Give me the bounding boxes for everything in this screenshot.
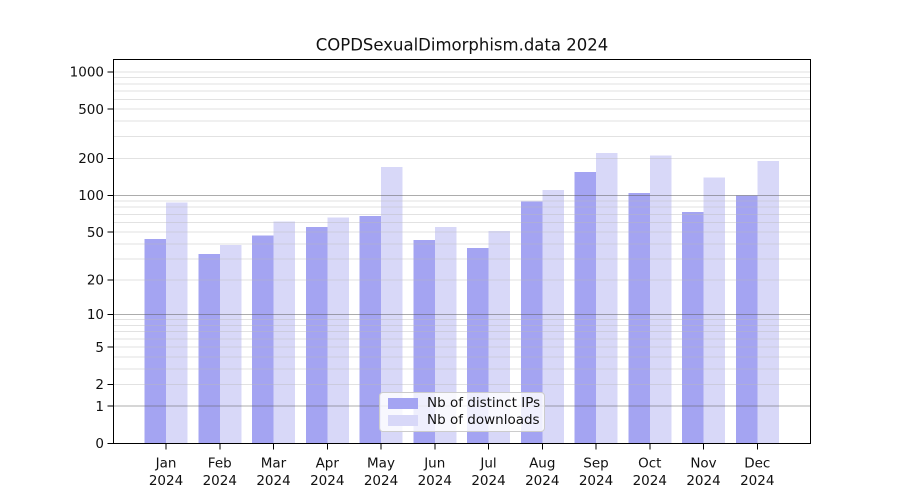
x-tick-label-month: Aug (529, 456, 555, 472)
x-tick-label-year: 2024 (310, 473, 344, 489)
legend-label-distinct-ips: Nb of distinct IPs (427, 394, 541, 411)
legend: Nb of distinct IPs Nb of downloads (379, 392, 545, 432)
bar-downloads (596, 153, 618, 444)
x-tick-label-month: Mar (261, 456, 287, 472)
bar-distinct-ips (735, 195, 758, 444)
x-tick-label-year: 2024 (203, 473, 237, 489)
legend-swatch-downloads (388, 415, 418, 426)
x-tick-label-year: 2024 (256, 473, 290, 489)
x-tick-label-month: Nov (690, 456, 716, 472)
bar-distinct-ips (198, 253, 220, 444)
plot-frame (113, 59, 811, 444)
x-tick-label-year: 2024 (740, 473, 774, 489)
bar-downloads (488, 231, 510, 444)
x-tick-label-month: Feb (208, 456, 232, 472)
x-tick-label-year: 2024 (364, 473, 398, 489)
bar-distinct-ips (682, 212, 704, 444)
x-tick-label-month: Oct (638, 456, 661, 472)
bars-layer (144, 153, 779, 444)
bar-downloads (219, 245, 242, 444)
bar-downloads (434, 227, 457, 444)
axis-layer (107, 59, 811, 450)
y-tick-label: 10 (87, 307, 104, 323)
y-tick-label: 5 (95, 340, 104, 356)
y-tick-label: 100 (78, 188, 104, 204)
x-tick-label-month: May (367, 456, 395, 472)
x-tick-label-year: 2024 (633, 473, 667, 489)
x-tick-label-year: 2024 (686, 473, 720, 489)
legend-label-downloads: Nb of downloads (427, 411, 540, 428)
x-tick-label-year: 2024 (579, 473, 613, 489)
legend-swatch-distinct-ips (388, 398, 418, 409)
x-tick-label-month: Jun (423, 456, 445, 472)
bar-downloads (327, 217, 349, 444)
bar-downloads (542, 190, 564, 444)
bar-downloads (381, 166, 403, 444)
y-tick-label: 2 (95, 377, 104, 393)
bar-distinct-ips (305, 227, 328, 444)
x-tick-label-year: 2024 (471, 473, 505, 489)
bar-distinct-ips (520, 201, 543, 444)
bar-downloads (703, 177, 725, 444)
bar-distinct-ips (144, 238, 166, 444)
x-tick-label-year: 2024 (525, 473, 559, 489)
x-tick-label-year: 2024 (149, 473, 183, 489)
y-tick-label: 50 (87, 225, 104, 241)
x-tick-label-month: Jan (155, 456, 177, 472)
y-tick-label: 1 (95, 399, 104, 415)
bar-downloads (649, 155, 672, 444)
y-tick-label: 200 (78, 151, 104, 167)
bar-downloads (166, 202, 188, 444)
bar-distinct-ips (628, 193, 650, 444)
legend-item-downloads: Nb of downloads (388, 413, 540, 428)
bar-distinct-ips (252, 235, 274, 444)
y-tick-label: 0 (95, 436, 104, 452)
legend-item-distinct-ips: Nb of distinct IPs (388, 396, 540, 411)
x-tick-label-month: Apr (316, 456, 340, 472)
bar-downloads (273, 221, 295, 444)
tick-labels-layer: 01251020501002005001000Jan2024Feb2024Mar… (70, 65, 775, 489)
chart-title: COPDSexualDimorphism.data 2024 (316, 36, 609, 55)
y-tick-label: 500 (78, 102, 104, 118)
y-tick-label: 1000 (70, 65, 104, 81)
bar-distinct-ips (574, 171, 596, 444)
bar-distinct-ips (359, 215, 381, 444)
x-tick-label-month: Jul (479, 456, 496, 472)
grid-layer (113, 71, 811, 407)
x-tick-label-month: Sep (583, 456, 608, 472)
bar-downloads (757, 161, 779, 444)
x-tick-label-month: Dec (744, 456, 770, 472)
x-tick-label-year: 2024 (418, 473, 452, 489)
y-tick-label: 20 (87, 272, 104, 288)
